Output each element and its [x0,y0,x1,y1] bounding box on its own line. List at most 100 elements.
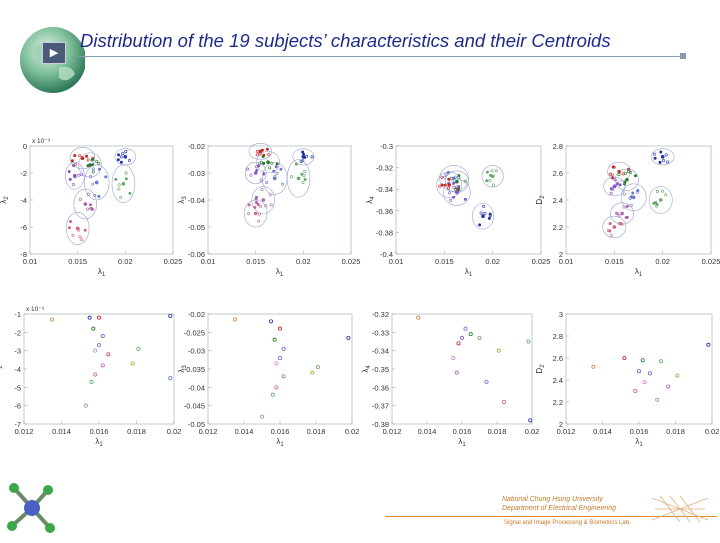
x-tick-label: 0.018 [488,427,507,436]
data-point [310,155,314,159]
data-point [608,222,612,226]
data-point [302,173,306,177]
y-tick-label: 0 [23,142,27,151]
y-axis-label: λ4 [365,196,376,204]
data-point [664,153,668,157]
y-tick-label: -0.05 [188,420,205,429]
cluster-ellipse [603,176,626,197]
data-point [660,189,664,193]
x-tick-label: 0.014 [235,427,254,436]
data-point [259,178,263,182]
data-point [624,216,628,220]
y-tick-label: -0.32 [376,164,393,173]
data-point [127,158,131,162]
x-axis-label: λ1 [276,267,284,278]
data-point [448,191,452,195]
y-tick-label: 2 [559,420,563,429]
centroid-point [658,198,663,202]
cluster-ellipse [620,183,647,212]
x-tick-label: 0.015 [605,257,624,266]
y-tick-label: -0.34 [376,185,393,194]
cluster-ellipse [248,142,273,160]
x-axis-label: λ1 [276,437,284,448]
data-point [95,159,99,163]
y-tick-label: 2 [559,250,563,259]
data-point [488,212,492,216]
data-point [68,219,72,223]
data-point [438,184,442,188]
data-point [104,175,108,179]
data-point [255,153,259,157]
centroid-point [455,190,459,195]
y-tick-label: -0.36 [376,207,393,216]
data-point [73,154,77,158]
centroid-point [97,315,102,320]
data-point [652,152,656,156]
data-point [119,160,123,164]
centroid-point [272,176,277,181]
centroid-point [416,315,421,320]
cluster-ellipse [602,215,627,239]
data-point [449,198,453,202]
y-axis-label: λ2 [0,365,4,373]
centroid-point [91,326,96,331]
centroid-point [481,214,485,218]
chart-bottom-4: 3 2.8 2.6 2.4 2.2 20.012 0.014 0.016 0.018 0.02 λ1… [535,310,719,448]
centroid-point [73,173,77,178]
centroid-point [136,346,141,351]
cluster-ellipse [615,168,639,191]
data-point [666,160,670,164]
data-point [449,176,453,180]
centroid-point [642,380,647,385]
centroid-point [612,184,617,189]
y-tick-label: -5 [14,383,21,392]
centroid-point [463,326,468,331]
plot-frame [565,313,713,425]
x-axis-label: λ1 [635,267,643,278]
data-point [653,156,657,160]
data-point [610,173,614,177]
play-button[interactable]: ▶ [42,42,66,64]
chart-bottom-1: -1 -2 -3 -4 -5 -6 -70.012 0.014 0.016 0.018 0.02 λ1… [0,306,181,448]
data-point [249,173,253,177]
x-axis-label: λ1 [458,437,466,448]
data-point [275,171,279,175]
x-tick-label: 0.025 [342,257,361,266]
data-point [124,171,128,175]
centroid-point [100,363,105,368]
data-point [664,193,668,197]
data-point [617,173,621,177]
data-point [90,206,94,210]
data-point [655,189,659,193]
chart-top-3: -0.3 -0.32 -0.34 -0.36 -0.38 -0.40.01 0.015 0.0… [365,142,550,278]
centroid-point [501,399,506,404]
data-point [247,203,251,207]
y-tick-label: -6 [20,223,27,232]
data-point [85,154,89,158]
x-tick-label: 0.01 [559,257,574,266]
centroid-point [484,379,489,384]
cluster-ellipse [472,202,494,230]
data-point [300,172,304,176]
data-point [119,155,123,159]
y-tick-label: -0.32 [372,310,389,319]
data-point [124,177,128,181]
data-point [93,193,97,197]
cluster-ellipse [292,148,315,166]
cluster-ellipse [610,202,634,225]
cluster-ellipse [607,161,632,182]
centroid-point [526,339,531,344]
y-axis-label: λ3 [177,196,188,204]
centroid-point [281,374,286,379]
centroid-point [451,355,456,360]
y-axis-label: λ2 [0,196,10,204]
chart-bottom-2: -0.02-0.025-0.03-0.035-0.04-0.045-0.050.… [177,310,359,448]
y-axis-label: D2 [535,364,546,374]
centroid-point [93,372,98,377]
data-point [80,238,84,242]
data-point [67,170,71,174]
cluster-ellipse [436,171,463,199]
data-point [452,195,456,199]
centroid-point [633,388,638,393]
